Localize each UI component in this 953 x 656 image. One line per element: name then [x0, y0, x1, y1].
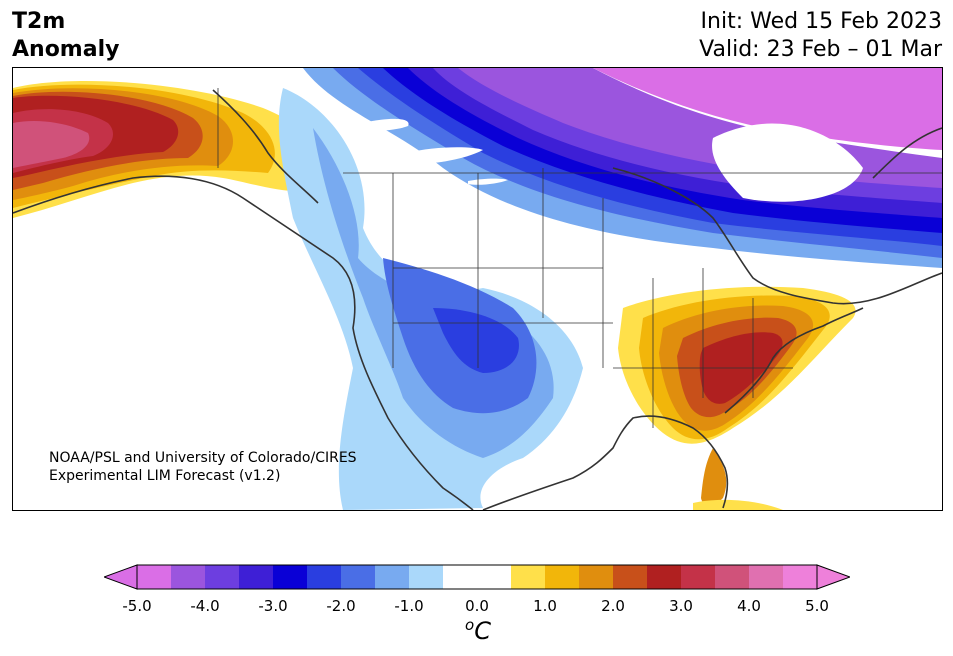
western-cold-anomaly: [278, 88, 583, 510]
forecast-dates: Init: Wed 15 Feb 2023 Valid: 23 Feb – 01…: [699, 8, 942, 64]
great-lakes: [363, 118, 863, 250]
colorbar-tick-label: -5.0: [122, 597, 152, 615]
colorbar-cell: [273, 565, 308, 589]
colorbar-cell: [171, 565, 206, 589]
colorbar-cell: [341, 565, 376, 589]
colorbar-cell: [239, 565, 274, 589]
colorbar-tick-label: 5.0: [805, 597, 829, 615]
colorbar-cell: [511, 565, 546, 589]
data-credit: NOAA/PSL and University of Colorado/CIRE…: [49, 449, 357, 485]
unit-superscript: o: [465, 616, 475, 634]
init-date: Init: Wed 15 Feb 2023: [700, 9, 942, 34]
colorbar-tick-label: -2.0: [326, 597, 356, 615]
colorbar-cell: [137, 565, 172, 589]
colorbar-cell: [477, 565, 512, 589]
colorbar-cell: [307, 565, 342, 589]
colorbar-cell: [205, 565, 240, 589]
credit-line-2: Experimental LIM Forecast (v1.2): [49, 468, 281, 484]
alaska-warm-anomaly: [13, 80, 326, 218]
anomaly-map: [12, 67, 943, 511]
title-line-2: Anomaly: [12, 37, 120, 62]
colorbar-cell: [375, 565, 410, 589]
colorbar-tick-label: 1.0: [533, 597, 557, 615]
valid-range: Valid: 23 Feb – 01 Mar: [699, 37, 942, 62]
colorbar-extend-low: [104, 564, 138, 590]
colorbar-cell: [749, 565, 784, 589]
colorbar-tick-label: 4.0: [737, 597, 761, 615]
colorbar-tick-label: -1.0: [394, 597, 424, 615]
colorbar-frame: [136, 564, 818, 590]
unit-letter: C: [474, 617, 491, 645]
colorbar-cell: [613, 565, 648, 589]
colorbar-cell: [443, 565, 478, 589]
canada-cold-band: [303, 68, 942, 268]
title-line-1: T2m: [12, 9, 66, 34]
colorbar-extend-high: [816, 564, 850, 590]
colorbar: [104, 564, 850, 590]
colorbar-unit: oC: [458, 616, 498, 645]
colorbar-cell: [715, 565, 750, 589]
colorbar-cell: [409, 565, 444, 589]
colorbar-cell: [545, 565, 580, 589]
map-title: T2m Anomaly: [12, 8, 119, 64]
state-province-borders: [217, 88, 942, 428]
colorbar-tick-label: -4.0: [190, 597, 220, 615]
colorbar-cell: [579, 565, 614, 589]
colorbar-tick-label: -3.0: [258, 597, 288, 615]
eastern-warm-anomaly: [618, 286, 856, 510]
colorbar-cell: [681, 565, 716, 589]
colorbar-cell: [647, 565, 682, 589]
coastlines: [13, 89, 942, 510]
credit-line-1: NOAA/PSL and University of Colorado/CIRE…: [49, 450, 357, 466]
colorbar-tick-label: 2.0: [601, 597, 625, 615]
map-canvas: [13, 68, 942, 510]
colorbar-cell: [783, 565, 818, 589]
colorbar-tick-label: 0.0: [465, 597, 489, 615]
colorbar-tick-label: 3.0: [669, 597, 693, 615]
